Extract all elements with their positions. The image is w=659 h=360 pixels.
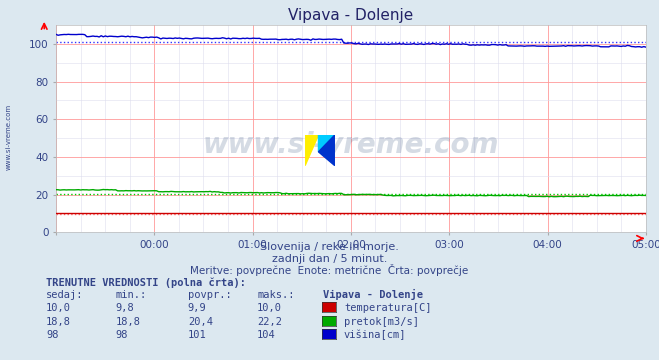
Text: maks.:: maks.: (257, 290, 295, 300)
Polygon shape (318, 135, 335, 166)
Title: Vipava - Dolenje: Vipava - Dolenje (288, 8, 414, 23)
Text: TRENUTNE VREDNOSTI (polna črta):: TRENUTNE VREDNOSTI (polna črta): (46, 278, 246, 288)
Text: Vipava - Dolenje: Vipava - Dolenje (323, 289, 423, 300)
Text: povpr.:: povpr.: (188, 290, 231, 300)
Text: 9,9: 9,9 (188, 303, 206, 314)
Text: www.si-vreme.com: www.si-vreme.com (203, 131, 499, 159)
Text: 10,0: 10,0 (257, 303, 282, 314)
Text: 104: 104 (257, 330, 275, 341)
Text: 9,8: 9,8 (115, 303, 134, 314)
Text: 10,0: 10,0 (46, 303, 71, 314)
Text: 18,8: 18,8 (115, 317, 140, 327)
Text: sedaj:: sedaj: (46, 290, 84, 300)
Text: 18,8: 18,8 (46, 317, 71, 327)
Polygon shape (305, 135, 318, 166)
Text: Slovenija / reke in morje.: Slovenija / reke in morje. (260, 242, 399, 252)
Polygon shape (318, 135, 335, 152)
Text: 101: 101 (188, 330, 206, 341)
Text: min.:: min.: (115, 290, 146, 300)
Text: 22,2: 22,2 (257, 317, 282, 327)
Text: zadnji dan / 5 minut.: zadnji dan / 5 minut. (272, 254, 387, 264)
Text: temperatura[C]: temperatura[C] (344, 303, 432, 314)
Text: 98: 98 (115, 330, 128, 341)
Text: 98: 98 (46, 330, 59, 341)
Text: Meritve: povprečne  Enote: metrične  Črta: povprečje: Meritve: povprečne Enote: metrične Črta:… (190, 264, 469, 276)
Text: pretok[m3/s]: pretok[m3/s] (344, 317, 419, 327)
Text: 20,4: 20,4 (188, 317, 213, 327)
Text: višina[cm]: višina[cm] (344, 330, 407, 341)
Text: www.si-vreme.com: www.si-vreme.com (5, 104, 11, 170)
